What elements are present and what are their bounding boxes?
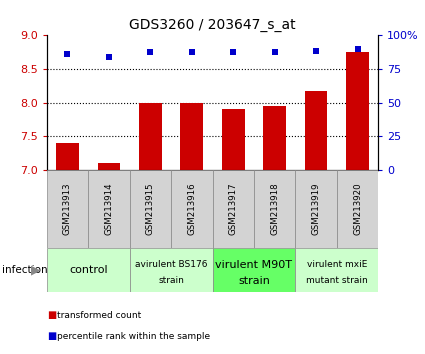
- Text: strain: strain: [238, 276, 270, 286]
- Bar: [263, 106, 286, 170]
- Point: [271, 49, 278, 55]
- Bar: [130, 170, 171, 248]
- Bar: [97, 163, 120, 170]
- Bar: [305, 91, 328, 170]
- Bar: [222, 109, 245, 170]
- Text: infection: infection: [2, 265, 48, 275]
- Bar: [56, 143, 79, 170]
- Point: [105, 54, 112, 60]
- Point: [230, 49, 237, 55]
- Title: GDS3260 / 203647_s_at: GDS3260 / 203647_s_at: [129, 18, 296, 32]
- Text: ■: ■: [47, 310, 56, 320]
- Text: virulent mxiE: virulent mxiE: [306, 260, 367, 269]
- Text: GSM213919: GSM213919: [312, 183, 320, 235]
- Bar: [130, 248, 212, 292]
- Text: virulent M90T: virulent M90T: [215, 259, 292, 270]
- Text: GSM213914: GSM213914: [105, 183, 113, 235]
- Text: transformed count: transformed count: [57, 310, 142, 320]
- Text: avirulent BS176: avirulent BS176: [135, 260, 207, 269]
- Text: mutant strain: mutant strain: [306, 276, 368, 285]
- Bar: [295, 248, 378, 292]
- Point: [147, 49, 154, 55]
- Bar: [254, 170, 295, 248]
- Bar: [180, 103, 203, 170]
- Text: GSM213915: GSM213915: [146, 183, 155, 235]
- Bar: [212, 248, 295, 292]
- Text: control: control: [69, 265, 108, 275]
- Text: percentile rank within the sample: percentile rank within the sample: [57, 332, 210, 341]
- Bar: [47, 248, 130, 292]
- Bar: [212, 170, 254, 248]
- Point: [313, 48, 320, 54]
- Text: ■: ■: [47, 331, 56, 341]
- Text: GSM213918: GSM213918: [270, 183, 279, 235]
- Text: strain: strain: [158, 276, 184, 285]
- Text: GSM213916: GSM213916: [187, 183, 196, 235]
- Text: GSM213913: GSM213913: [63, 183, 72, 235]
- Point: [64, 51, 71, 57]
- Text: ▶: ▶: [31, 263, 40, 276]
- Text: GSM213920: GSM213920: [353, 183, 362, 235]
- Bar: [88, 170, 130, 248]
- Bar: [346, 52, 369, 170]
- Bar: [139, 103, 162, 170]
- Bar: [295, 170, 337, 248]
- Bar: [171, 170, 212, 248]
- Point: [354, 46, 361, 52]
- Point: [188, 49, 195, 55]
- Text: GSM213917: GSM213917: [229, 183, 238, 235]
- Bar: [337, 170, 378, 248]
- Bar: [47, 170, 88, 248]
